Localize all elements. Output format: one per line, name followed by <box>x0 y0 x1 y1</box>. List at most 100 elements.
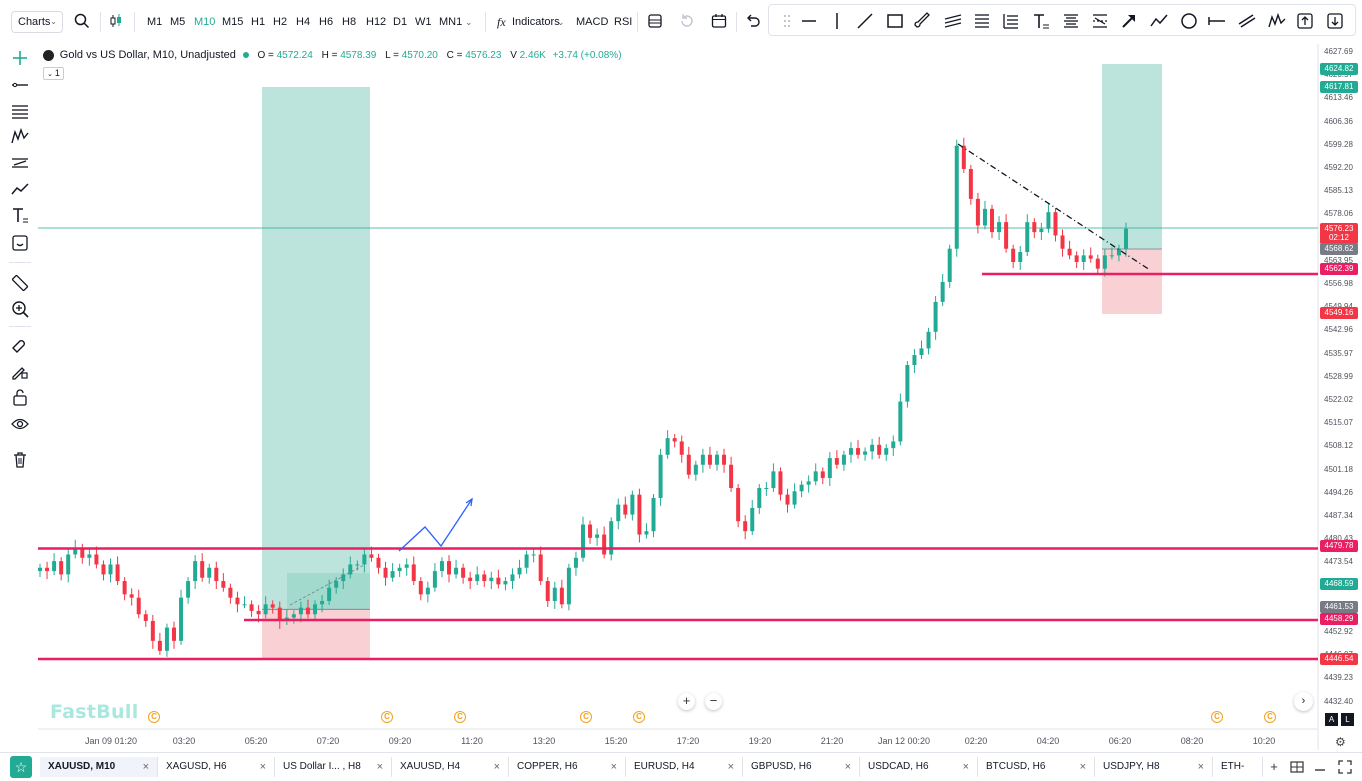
timeframe-m10[interactable]: M10 <box>194 16 216 28</box>
timeframe-m1[interactable]: M1 <box>147 16 163 28</box>
circle-icon[interactable] <box>1179 11 1199 31</box>
search-icon[interactable] <box>73 12 91 30</box>
crosshair-icon[interactable] <box>10 48 30 68</box>
economic-event-marker[interactable]: C <box>148 711 160 723</box>
chart-tab[interactable]: ETH-USD <box>1213 757 1263 777</box>
timeframe-h12[interactable]: H12 <box>366 16 387 28</box>
fullscreen-icon[interactable] <box>1338 760 1352 774</box>
short-position-icon[interactable] <box>1325 11 1345 31</box>
horizontal-line-icon[interactable] <box>799 11 819 31</box>
timeframe-h1[interactable]: H1 <box>251 16 266 28</box>
trend-line-icon[interactable] <box>855 11 875 31</box>
pattern-icon[interactable] <box>1267 11 1287 31</box>
fib-extension-icon[interactable] <box>1001 11 1021 31</box>
rectangle-icon[interactable] <box>885 11 905 31</box>
template-icon[interactable] <box>646 12 664 30</box>
legend-title[interactable]: Gold vs US Dollar, M10, Unadjusted <box>59 49 236 61</box>
chart-tab[interactable]: USDJPY, H8 × <box>1095 757 1213 777</box>
close-icon[interactable]: × <box>259 761 266 773</box>
arrow-tool-icon[interactable] <box>1119 11 1139 31</box>
drawing-mode-icon[interactable] <box>10 361 30 381</box>
timeframe-w1[interactable]: W1 <box>415 16 432 28</box>
calendar-icon[interactable] <box>710 12 728 30</box>
gann-fan-icon[interactable] <box>1061 11 1081 31</box>
layout-icon[interactable] <box>1290 760 1304 774</box>
scroll-to-latest-button[interactable]: › <box>1294 692 1313 711</box>
text-tool-icon[interactable] <box>1031 11 1051 31</box>
replay-icon[interactable] <box>678 12 696 30</box>
undo-icon[interactable] <box>744 12 762 30</box>
economic-event-marker[interactable]: C <box>381 711 393 723</box>
timeframe-d1[interactable]: D1 <box>393 16 408 28</box>
economic-event-marker[interactable]: C <box>580 711 592 723</box>
chart-tab[interactable]: XAUUSD, M10 × <box>40 757 158 777</box>
add-tab-icon[interactable]: + <box>1270 759 1278 774</box>
chart-tab[interactable]: EURUSD, H4 × <box>626 757 743 777</box>
star-icon[interactable]: ☆ <box>10 756 32 778</box>
lock-icon[interactable] <box>10 387 30 407</box>
trend-path-icon[interactable] <box>10 179 30 199</box>
text-icon[interactable] <box>10 205 30 225</box>
charts-menu-button[interactable]: Charts ⌄ <box>11 11 63 33</box>
horizontal-ray-icon[interactable] <box>10 75 30 95</box>
macd-button[interactable]: MACD <box>576 16 609 28</box>
timeframe-h4[interactable]: H4 <box>296 16 311 28</box>
timeframe-h8[interactable]: H8 <box>342 16 357 28</box>
economic-event-marker[interactable]: C <box>454 711 466 723</box>
magnet-icon[interactable] <box>10 335 30 355</box>
gear-icon[interactable]: ⚙ <box>1335 735 1346 749</box>
fib-retracement-icon[interactable] <box>972 11 992 31</box>
rsi-button[interactable]: RSI <box>614 16 633 28</box>
zoom-in-button[interactable]: + <box>678 693 695 710</box>
parallel-channel-icon[interactable] <box>943 11 963 31</box>
indicators-button[interactable]: Indicators <box>512 16 560 28</box>
zoom-in-icon[interactable] <box>10 299 30 319</box>
timeframe-m15[interactable]: M15 <box>222 16 244 28</box>
timeframe-m5[interactable]: M5 <box>170 16 186 28</box>
eye-icon[interactable] <box>10 414 30 434</box>
long-position-icon[interactable] <box>1295 11 1315 31</box>
timeframe-h2[interactable]: H2 <box>273 16 288 28</box>
close-icon[interactable]: × <box>142 761 149 773</box>
close-icon[interactable]: × <box>844 761 851 773</box>
forecast-tool-icon[interactable] <box>10 153 30 173</box>
auto-scale-button[interactable]: A <box>1325 713 1338 726</box>
minimize-icon[interactable] <box>1313 760 1327 774</box>
ruler-icon[interactable] <box>10 273 30 293</box>
close-icon[interactable]: × <box>962 761 969 773</box>
timeframe-h6[interactable]: H6 <box>319 16 334 28</box>
economic-event-marker[interactable]: C <box>1211 711 1223 723</box>
chart-tab[interactable]: XAGUSD, H6 × <box>158 757 275 777</box>
close-icon[interactable]: × <box>727 761 734 773</box>
chart-tab[interactable]: GBPUSD, H6 × <box>743 757 860 777</box>
candlestick-type-icon[interactable] <box>107 12 125 30</box>
double-trend-line-icon[interactable] <box>1237 11 1257 31</box>
timeframe-mn1[interactable]: MN1 <box>439 16 463 28</box>
emoji-icon[interactable] <box>10 233 30 253</box>
drag-handle-icon[interactable] <box>777 11 797 31</box>
close-icon[interactable]: × <box>376 761 383 773</box>
chart-tab[interactable]: BTCUSD, H6 × <box>978 757 1095 777</box>
close-icon[interactable]: × <box>493 761 500 773</box>
chart-tab[interactable]: XAUUSD, H4 × <box>392 757 509 777</box>
close-icon[interactable]: × <box>1197 761 1204 773</box>
chart-tab[interactable]: US Dollar I... , H8 × <box>275 757 392 777</box>
close-icon[interactable]: × <box>610 761 617 773</box>
legend-collapse-button[interactable]: ⌄ 1 <box>43 67 64 80</box>
price-range-icon[interactable] <box>1207 11 1227 31</box>
timeframe-more-icon[interactable]: ⌄ <box>465 17 473 27</box>
economic-event-marker[interactable]: C <box>1264 711 1276 723</box>
fib-tool-icon[interactable] <box>10 101 30 121</box>
brush-icon[interactable] <box>913 11 933 31</box>
log-scale-button[interactable]: L <box>1341 713 1354 726</box>
path-tool-icon[interactable] <box>1149 11 1169 31</box>
regression-channel-icon[interactable] <box>1090 11 1110 31</box>
economic-event-marker[interactable]: C <box>633 711 645 723</box>
close-icon[interactable]: × <box>1079 761 1086 773</box>
trash-icon[interactable] <box>10 449 30 469</box>
chart-tab[interactable]: USDCAD, H6 × <box>860 757 978 777</box>
chart-tab[interactable]: COPPER, H6 × <box>509 757 626 777</box>
zigzag-pattern-icon[interactable] <box>10 127 30 147</box>
